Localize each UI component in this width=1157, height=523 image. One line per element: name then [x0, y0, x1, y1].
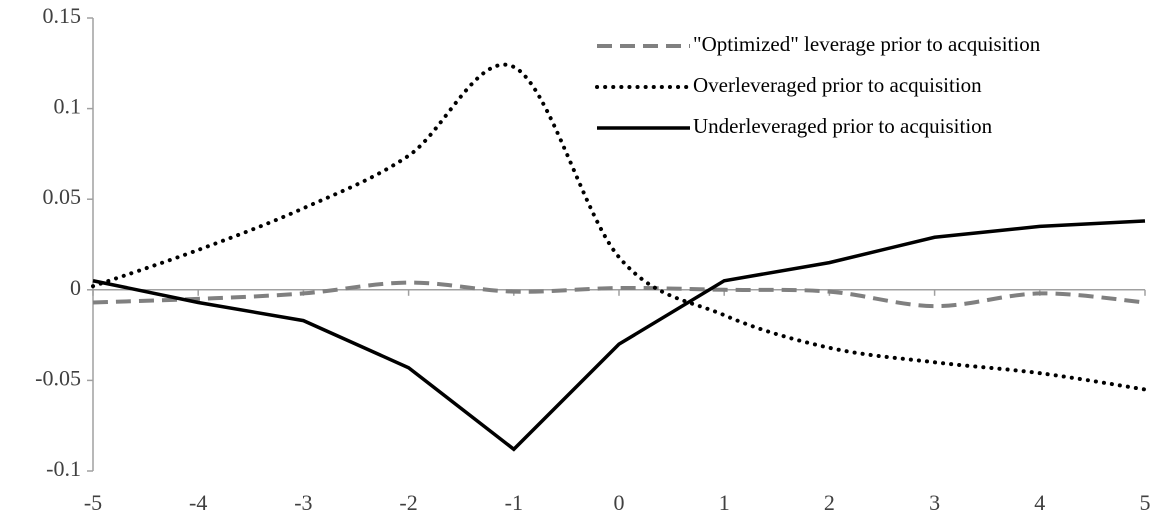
- y-tick-label: -0.05: [35, 365, 81, 390]
- series-line: [91, 62, 1147, 392]
- x-tick-label: -2: [399, 490, 417, 515]
- legend-label: "Optimized" leverage prior to acquisitio…: [693, 32, 1041, 56]
- x-tick-label: 5: [1140, 490, 1151, 515]
- y-tick-label: 0.1: [54, 94, 82, 119]
- y-tick-label: 0.15: [43, 3, 82, 28]
- series-line: [92, 280, 1146, 309]
- series-line: [92, 219, 1146, 452]
- y-tick-label: 0: [70, 275, 81, 300]
- x-tick-label: 4: [1034, 490, 1045, 515]
- x-tick-label: 2: [824, 490, 835, 515]
- x-tick-label: -3: [294, 490, 312, 515]
- x-tick-label: 0: [614, 490, 625, 515]
- x-tick-label: -1: [505, 490, 523, 515]
- x-tick-label: 1: [719, 490, 730, 515]
- x-tick-label: 3: [929, 490, 940, 515]
- x-tick-label: -4: [189, 490, 207, 515]
- x-tick-label: -5: [84, 490, 102, 515]
- legend-label: Overleveraged prior to acquisition: [693, 73, 982, 97]
- legend: "Optimized" leverage prior to acquisitio…: [595, 32, 1041, 138]
- y-tick-label: -0.1: [46, 456, 81, 481]
- y-tick-label: 0.05: [43, 184, 82, 209]
- legend-label: Underleveraged prior to acquisition: [693, 114, 993, 138]
